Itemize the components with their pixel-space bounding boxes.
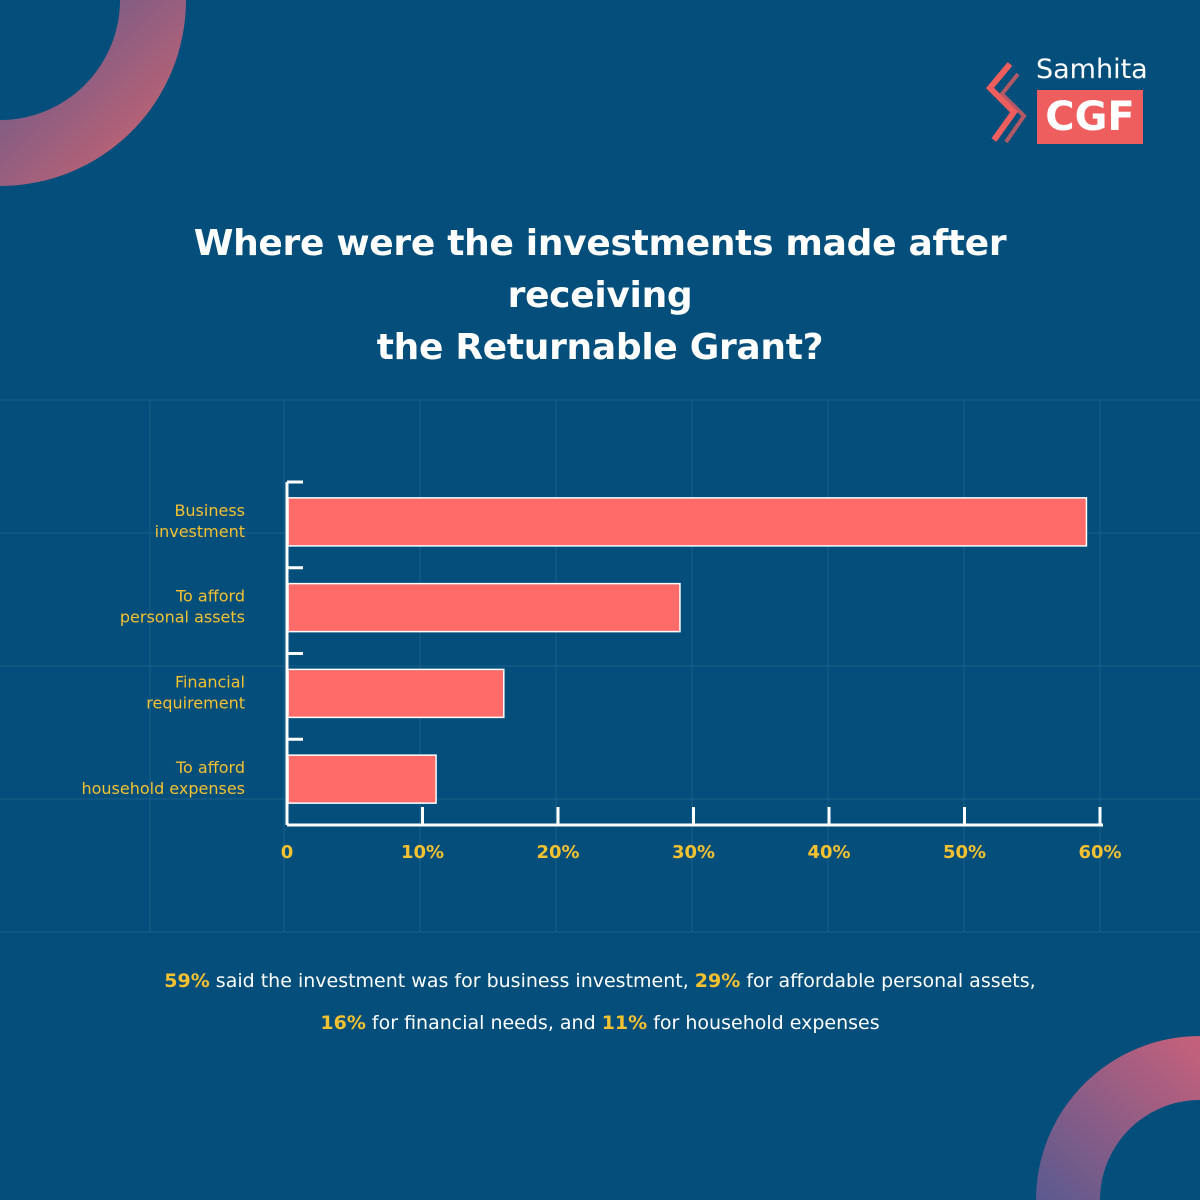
corner-arc-bottom-right [1036, 1036, 1200, 1200]
title-line-1: Where were the investments made after re… [193, 223, 1007, 316]
category-label-line: To afford [175, 758, 245, 777]
x-tick-label: 10% [401, 842, 444, 863]
category-label-line: investment [155, 522, 245, 541]
x-tick-label: 40% [807, 842, 850, 863]
page-title: Where were the investments made after re… [100, 218, 1100, 374]
category-label: To afford household expenses [81, 758, 245, 798]
category-label-line: Business [174, 501, 245, 520]
brand-logo: Samhita CGF [980, 52, 1150, 147]
x-tick-label: 30% [672, 842, 715, 863]
category-label-line: Financial [175, 672, 245, 691]
summary-phrase: said the investment was for business inv… [209, 970, 695, 992]
category-label-line: personal assets [120, 608, 245, 627]
summary-percent: 16% [320, 1012, 366, 1034]
title-line-2: the Returnable Grant? [376, 327, 824, 368]
x-tick-label: 50% [943, 842, 986, 863]
brand-name-box: CGF [1037, 90, 1143, 144]
category-label-line: To afford [175, 587, 245, 606]
bar [287, 582, 681, 633]
bar [287, 668, 505, 719]
corner-arc-top-left [0, 0, 186, 186]
category-label-line: household expenses [81, 779, 245, 798]
summary-phrase: for household expenses [647, 1012, 880, 1034]
x-tick-label: 60% [1078, 842, 1121, 863]
x-tick-label: 20% [536, 842, 579, 863]
category-label: Financial requirement [146, 672, 245, 712]
category-label-line: requirement [146, 693, 245, 712]
summary-percent: 59% [164, 970, 210, 992]
bar [287, 754, 437, 804]
summary-text: 59% said the investment was for business… [60, 960, 1140, 1044]
summary-percent: 29% [694, 970, 741, 992]
brand-name-top: Samhita [1036, 54, 1148, 85]
category-label: To afford personal assets [120, 587, 245, 627]
summary-line-1: 59% said the investment was for business… [60, 960, 1140, 1002]
summary-phrase: for financial needs, and [365, 1012, 602, 1034]
summary-percent: 11% [601, 1012, 648, 1034]
summary-phrase: for affordable personal assets, [740, 970, 1036, 992]
bar [287, 497, 1088, 547]
summary-line-2: 16% for financial needs, and 11% for hou… [60, 1002, 1140, 1044]
x-tick-label: 0 [281, 842, 294, 863]
logo-mark-icon [985, 62, 1027, 144]
category-label: Business investment [155, 501, 245, 541]
